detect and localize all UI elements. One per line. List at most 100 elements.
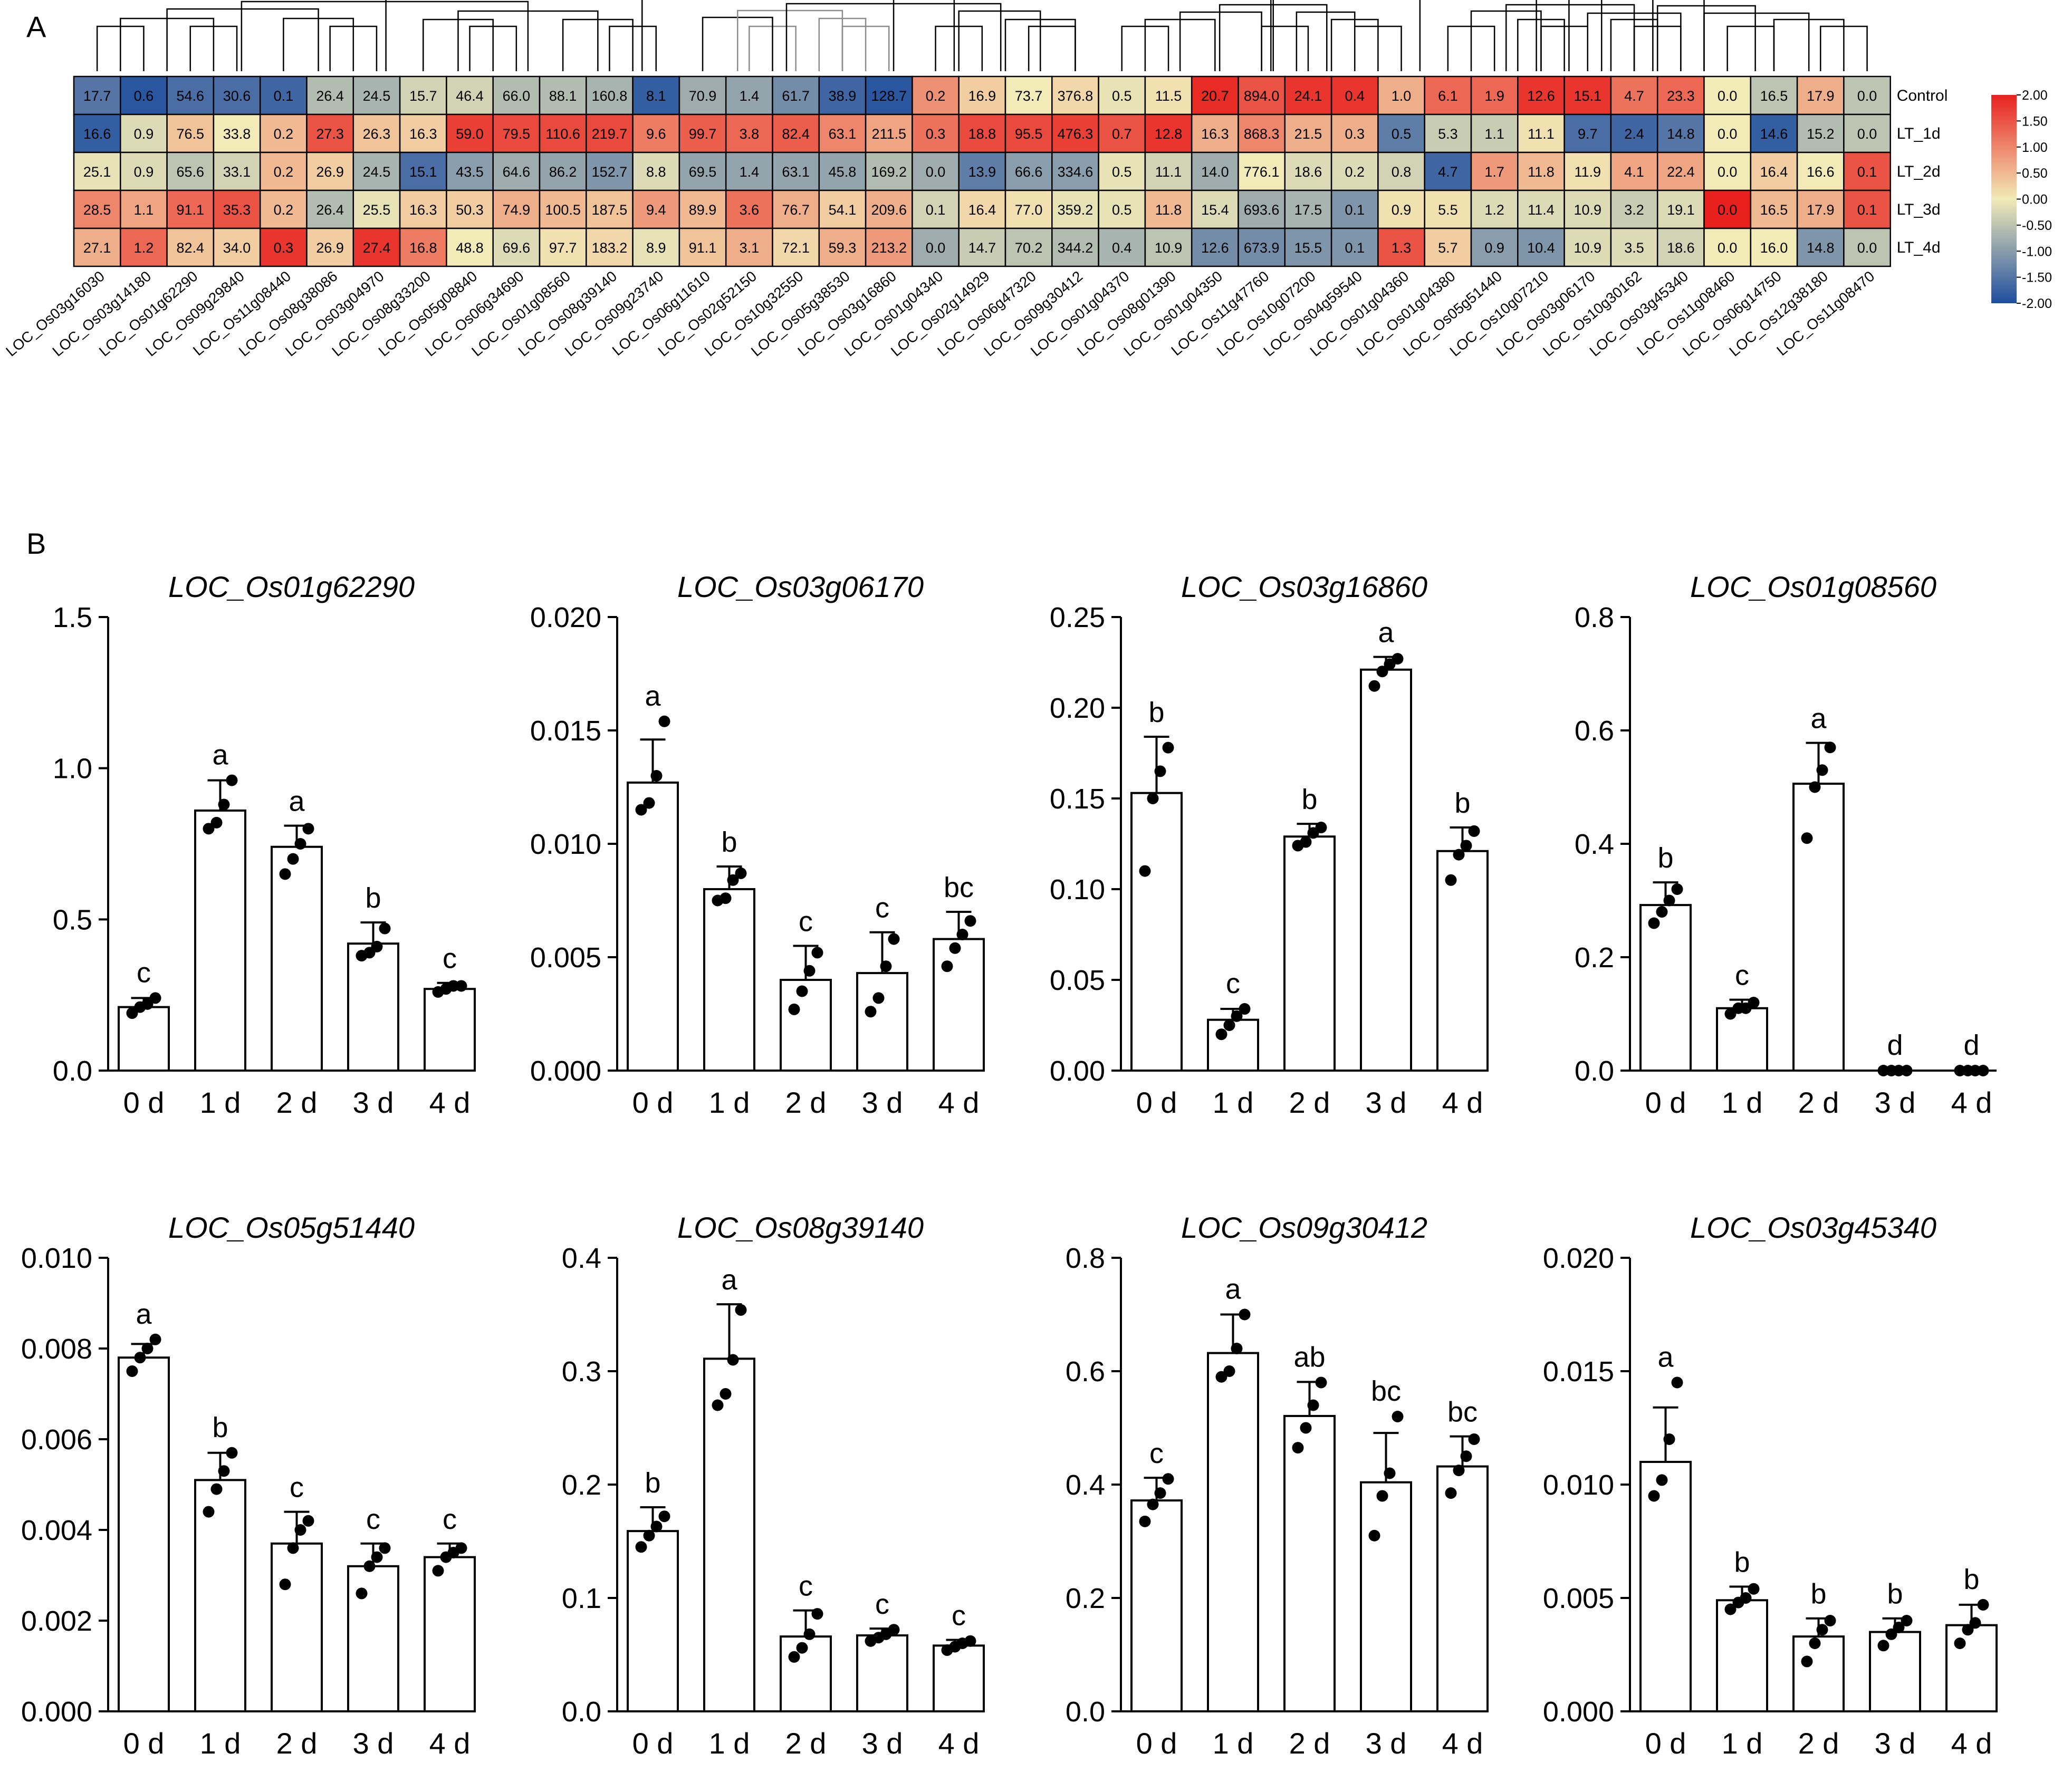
heatmap-cell-label: 82.4: [176, 240, 204, 256]
y-tick-label: 0.005: [530, 942, 601, 974]
data-point: [379, 922, 391, 935]
y-tick-label: 0.4: [1575, 829, 1614, 860]
heatmap-cell-label: 3.8: [740, 126, 760, 142]
data-point: [1656, 906, 1668, 918]
data-point: [1445, 1487, 1457, 1499]
heatmap-cell-label: 0.5: [1112, 202, 1132, 218]
dendrogram-branch: [1179, 11, 1262, 71]
y-tick-label: 0.00: [1050, 1055, 1105, 1087]
data-point: [149, 992, 161, 1004]
heatmap-cell-label: 3.6: [740, 202, 760, 218]
heatmap-cell-label: 3.1: [740, 240, 760, 256]
data-point: [1801, 832, 1813, 844]
x-tick-label: 1 d: [1722, 1086, 1763, 1119]
y-tick-label: 0.8: [1066, 1243, 1105, 1274]
data-point: [1453, 1465, 1465, 1477]
heatmap-cell-label: 65.6: [176, 164, 204, 180]
colorbar-tick-label: 0.00: [2022, 192, 2048, 207]
chart-title: LOC_Os05g51440: [168, 1211, 415, 1244]
y-tick-label: 0.020: [530, 602, 601, 633]
data-point: [1223, 1365, 1235, 1377]
heatmap-cell-label: 14.0: [1201, 164, 1229, 180]
heatmap-cell-label: 0.3: [926, 126, 946, 142]
data-point: [1724, 1603, 1737, 1615]
data-point: [1901, 1615, 1913, 1626]
heatmap-cell-label: 0.0: [1857, 240, 1877, 256]
heatmap-cell-label: 0.9: [1392, 202, 1412, 218]
heatmap-cell: [1051, 189, 1099, 229]
data-point: [1468, 1433, 1480, 1445]
heatmap-cell: [306, 113, 354, 153]
heatmap-cell-label: 0.1: [1857, 164, 1877, 180]
dendrogram-branch: [1272, 0, 1570, 71]
heatmap-cell: [1238, 227, 1286, 267]
y-tick-label: 0.010: [21, 1243, 92, 1274]
heatmap-cell-label: 26.9: [316, 240, 344, 256]
x-tick-label: 0 d: [1645, 1727, 1686, 1760]
heatmap-cell-label: 5.5: [1438, 202, 1458, 218]
x-tick-label: 2 d: [1798, 1727, 1839, 1760]
data-point: [880, 960, 892, 972]
heatmap-row-label: LT_1d: [1897, 125, 1941, 142]
x-tick-label: 4 d: [429, 1086, 471, 1119]
dendrogram-branch: [958, 10, 1041, 71]
heatmap-cell: [818, 75, 867, 115]
significance-letter: b: [365, 882, 381, 914]
bar: [1360, 1481, 1412, 1712]
heatmap-cell: [678, 189, 727, 229]
y-tick-label: 0.0: [562, 1696, 601, 1728]
data-point: [432, 1565, 444, 1577]
heatmap-cell: [352, 151, 401, 191]
heatmap-cell-label: 30.6: [223, 88, 251, 104]
data-point: [1315, 1376, 1327, 1389]
heatmap-cell: [1796, 113, 1845, 153]
y-tick-label: 0.15: [1050, 783, 1105, 815]
data-point: [141, 1343, 154, 1354]
heatmap-cell: [1796, 151, 1845, 191]
heatmap-cell: [818, 227, 867, 267]
data-point: [1223, 1019, 1235, 1031]
y-tick-label: 0.0: [53, 1055, 92, 1087]
significance-letter: d: [1963, 1029, 1979, 1061]
heatmap-cell-label: 152.7: [592, 164, 628, 180]
heatmap-cell-label: 86.2: [549, 164, 577, 180]
data-point: [356, 1587, 368, 1600]
y-tick-label: 0.05: [1050, 965, 1105, 996]
heatmap-cell: [678, 75, 727, 115]
heatmap-cell: [1051, 75, 1099, 115]
dendrogram-branch: [1656, 5, 1756, 71]
dendrogram-branch: [385, 0, 895, 71]
heatmap-cell-label: 100.5: [545, 202, 581, 218]
heatmap-cell-label: 11.5: [1155, 88, 1182, 104]
x-tick-label: 3 d: [862, 1727, 903, 1760]
heatmap-cell-label: 8.9: [646, 240, 666, 256]
data-point: [1671, 883, 1683, 895]
heatmap-cell-label: 27.4: [363, 240, 391, 256]
heatmap-cell-label: 0.1: [1345, 240, 1365, 256]
significance-letter: bc: [1447, 1397, 1478, 1428]
heatmap-cell-label: 0.3: [274, 240, 294, 256]
heatmap-cell: [446, 151, 494, 191]
significance-letter: a: [1378, 617, 1394, 649]
data-point: [1954, 1638, 1966, 1649]
bar: [424, 1556, 476, 1713]
heatmap-cell-label: 776.1: [1244, 164, 1280, 180]
heatmap-cell-label: 894.0: [1244, 88, 1280, 104]
y-tick-label: 0.015: [530, 715, 601, 747]
significance-letter: b: [1148, 697, 1164, 728]
data-point: [941, 960, 953, 972]
heatmap-cell-label: 63.1: [829, 126, 857, 142]
heatmap-cell-label: 0.2: [1345, 164, 1365, 180]
heatmap-cell-label: 66.0: [503, 88, 531, 104]
y-tick-label: 0.3: [562, 1356, 601, 1388]
heatmap-cell-label: 99.7: [689, 126, 717, 142]
heatmap-cell: [1051, 227, 1099, 267]
colorbar-tick-label: -2.00: [2022, 296, 2052, 311]
x-tick-label: 0 d: [123, 1086, 165, 1119]
heatmap-cell-label: 69.6: [503, 240, 531, 256]
data-point: [735, 1304, 747, 1316]
dendrogram-branch: [1703, 12, 1810, 71]
y-tick-label: 1.0: [53, 753, 92, 785]
data-point: [1392, 653, 1404, 665]
x-tick-label: 0 d: [632, 1086, 674, 1119]
